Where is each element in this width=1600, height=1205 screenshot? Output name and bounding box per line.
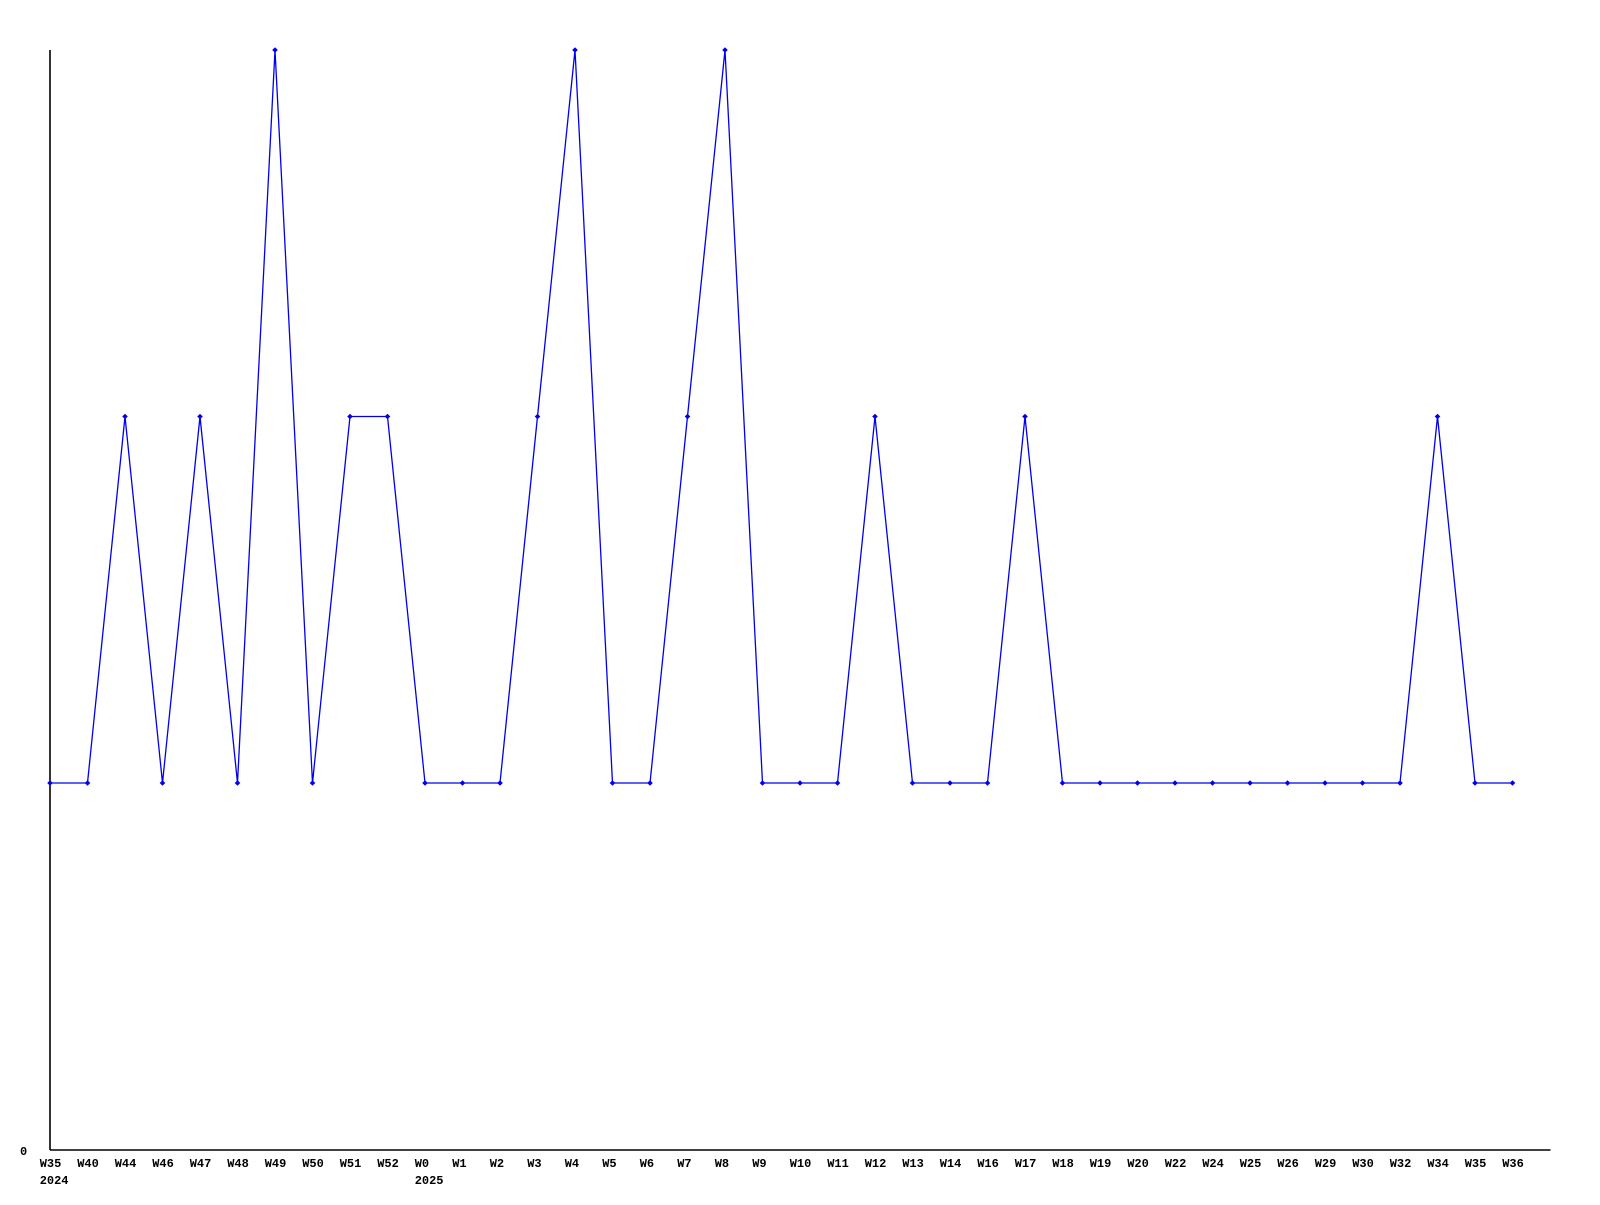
svg-text:2024: 2024 [40, 1174, 69, 1188]
svg-text:W50: W50 [302, 1157, 324, 1171]
svg-text:W24: W24 [1202, 1157, 1224, 1171]
svg-text:W35: W35 [40, 1157, 62, 1171]
svg-text:W35: W35 [1465, 1157, 1487, 1171]
svg-text:W34: W34 [1427, 1157, 1449, 1171]
svg-text:W17: W17 [1015, 1157, 1037, 1171]
svg-text:W12: W12 [865, 1157, 887, 1171]
svg-text:W6: W6 [640, 1157, 654, 1171]
svg-text:W22: W22 [1165, 1157, 1187, 1171]
svg-text:W2: W2 [490, 1157, 504, 1171]
svg-text:W52: W52 [377, 1157, 399, 1171]
svg-text:W25: W25 [1240, 1157, 1262, 1171]
svg-text:W11: W11 [827, 1157, 849, 1171]
svg-text:W30: W30 [1352, 1157, 1374, 1171]
svg-text:W44: W44 [115, 1157, 137, 1171]
svg-text:W4: W4 [565, 1157, 579, 1171]
svg-text:W32: W32 [1390, 1157, 1412, 1171]
svg-text:W7: W7 [677, 1157, 691, 1171]
svg-text:0: 0 [20, 1145, 27, 1159]
svg-text:W36: W36 [1502, 1157, 1524, 1171]
svg-text:W19: W19 [1090, 1157, 1112, 1171]
svg-text:W46: W46 [152, 1157, 174, 1171]
svg-text:W29: W29 [1315, 1157, 1337, 1171]
svg-text:W48: W48 [227, 1157, 249, 1171]
svg-text:W13: W13 [902, 1157, 924, 1171]
svg-text:W0: W0 [415, 1157, 429, 1171]
svg-text:W10: W10 [790, 1157, 812, 1171]
svg-text:W49: W49 [265, 1157, 287, 1171]
svg-text:2025: 2025 [415, 1174, 444, 1188]
svg-text:W26: W26 [1277, 1157, 1299, 1171]
svg-text:W20: W20 [1127, 1157, 1149, 1171]
svg-text:W9: W9 [752, 1157, 766, 1171]
svg-text:W3: W3 [527, 1157, 541, 1171]
svg-text:W5: W5 [602, 1157, 616, 1171]
svg-text:W40: W40 [77, 1157, 99, 1171]
svg-text:W14: W14 [940, 1157, 962, 1171]
svg-text:W51: W51 [340, 1157, 362, 1171]
svg-text:W8: W8 [715, 1157, 729, 1171]
svg-text:W18: W18 [1052, 1157, 1074, 1171]
svg-text:W47: W47 [190, 1157, 212, 1171]
svg-text:W1: W1 [452, 1157, 466, 1171]
svg-text:W16: W16 [977, 1157, 999, 1171]
